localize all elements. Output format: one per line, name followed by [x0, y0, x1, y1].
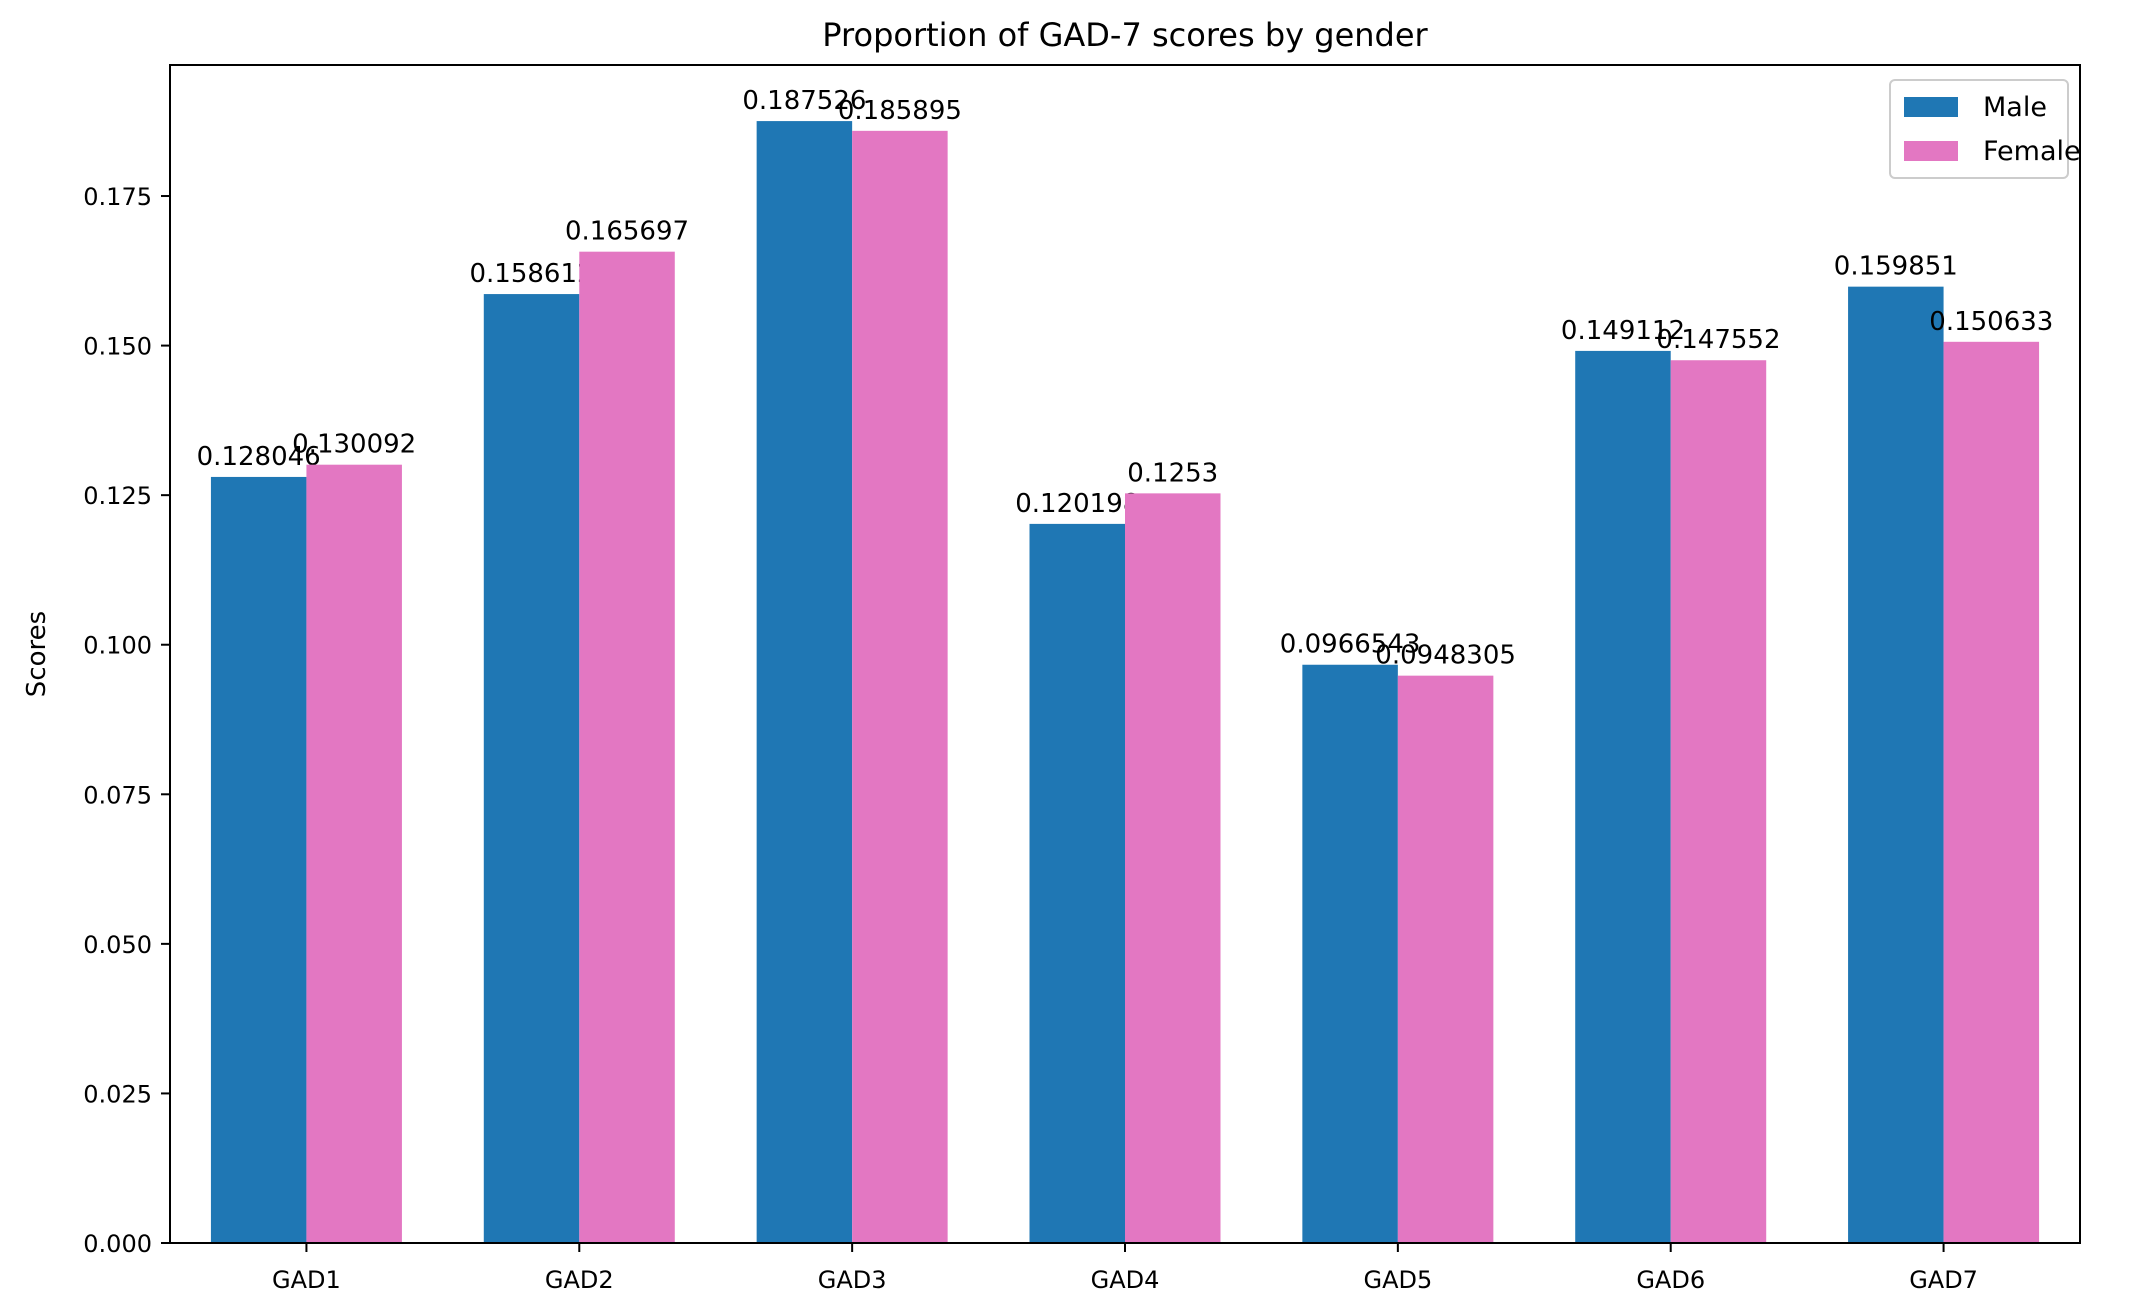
- bar-male-gad2: [483, 294, 580, 1243]
- bar-value-label: 0.185895: [838, 96, 962, 126]
- x-tick-label: GAD4: [1091, 1266, 1160, 1294]
- bar-value-label: 0.1253: [1127, 458, 1218, 488]
- legend: Male Female: [1889, 79, 2081, 179]
- bar-female-gad6: [1670, 360, 1767, 1244]
- x-tick-label: GAD3: [818, 1266, 887, 1294]
- y-tick-label: 0.175: [83, 183, 152, 211]
- y-tick-label: 0.150: [83, 333, 152, 361]
- bar-female-gad3: [852, 130, 948, 1243]
- bar-male-gad1: [210, 476, 307, 1243]
- bar-value-label: 0.130092: [292, 430, 416, 460]
- bar-value-label: 0.120198: [1015, 489, 1139, 519]
- y-tick-label: 0.125: [83, 482, 152, 510]
- bar-male-gad5: [1302, 664, 1398, 1243]
- bar-male-gad7: [1848, 286, 1944, 1243]
- bar-value-label: 0.150633: [1929, 307, 2053, 337]
- x-tick-label: GAD1: [272, 1266, 341, 1294]
- bar-male-gad6: [1575, 350, 1671, 1243]
- plot-area: 0.128046 0.158612 0.187526 0.120198 0.096654…: [83, 64, 2081, 1294]
- bar-value-label: 0.0966543: [1280, 630, 1421, 660]
- x-tick-label: GAD5: [1363, 1266, 1432, 1294]
- bar-value-label: 0.147552: [1656, 325, 1780, 355]
- bar-male-gad4: [1029, 523, 1125, 1243]
- x-tick-label: GAD7: [1909, 1266, 1978, 1294]
- legend-swatch-female: [1904, 141, 1958, 161]
- x-tick-label: GAD2: [545, 1266, 614, 1294]
- y-tick-label: 0.000: [83, 1230, 152, 1258]
- legend-swatch-male: [1904, 97, 1958, 117]
- bar-female-gad2: [579, 251, 675, 1243]
- y-tick-label: 0.050: [83, 931, 152, 959]
- bar-value-label: 0.0948305: [1375, 641, 1516, 671]
- bar-value-label: 0.158612: [470, 259, 594, 289]
- bar-value-label: 0.149112: [1561, 316, 1685, 346]
- bar-female-gad4: [1125, 493, 1221, 1243]
- y-axis-label: Scores: [22, 611, 52, 697]
- legend-label-female: Female: [1983, 136, 2081, 167]
- legend-label-male: Male: [1983, 92, 2047, 123]
- bar-value-label: 0.159851: [1834, 252, 1958, 282]
- y-tick-label: 0.100: [83, 632, 152, 660]
- chart-title: Proportion of GAD-7 scores by gender: [822, 16, 1428, 54]
- bar-male-gad3: [756, 121, 853, 1243]
- bar-value-label: 0.128046: [197, 442, 321, 472]
- bar-female-gad5: [1397, 675, 1494, 1243]
- y-tick-label: 0.025: [83, 1080, 152, 1108]
- bar-value-label: 0.165697: [565, 217, 689, 247]
- x-tick-label: GAD6: [1636, 1266, 1705, 1294]
- bar-female-gad7: [1943, 341, 2040, 1243]
- bar-female-gad1: [306, 464, 402, 1243]
- y-tick-label: 0.075: [83, 781, 152, 809]
- bar-value-label: 0.187526: [742, 86, 866, 116]
